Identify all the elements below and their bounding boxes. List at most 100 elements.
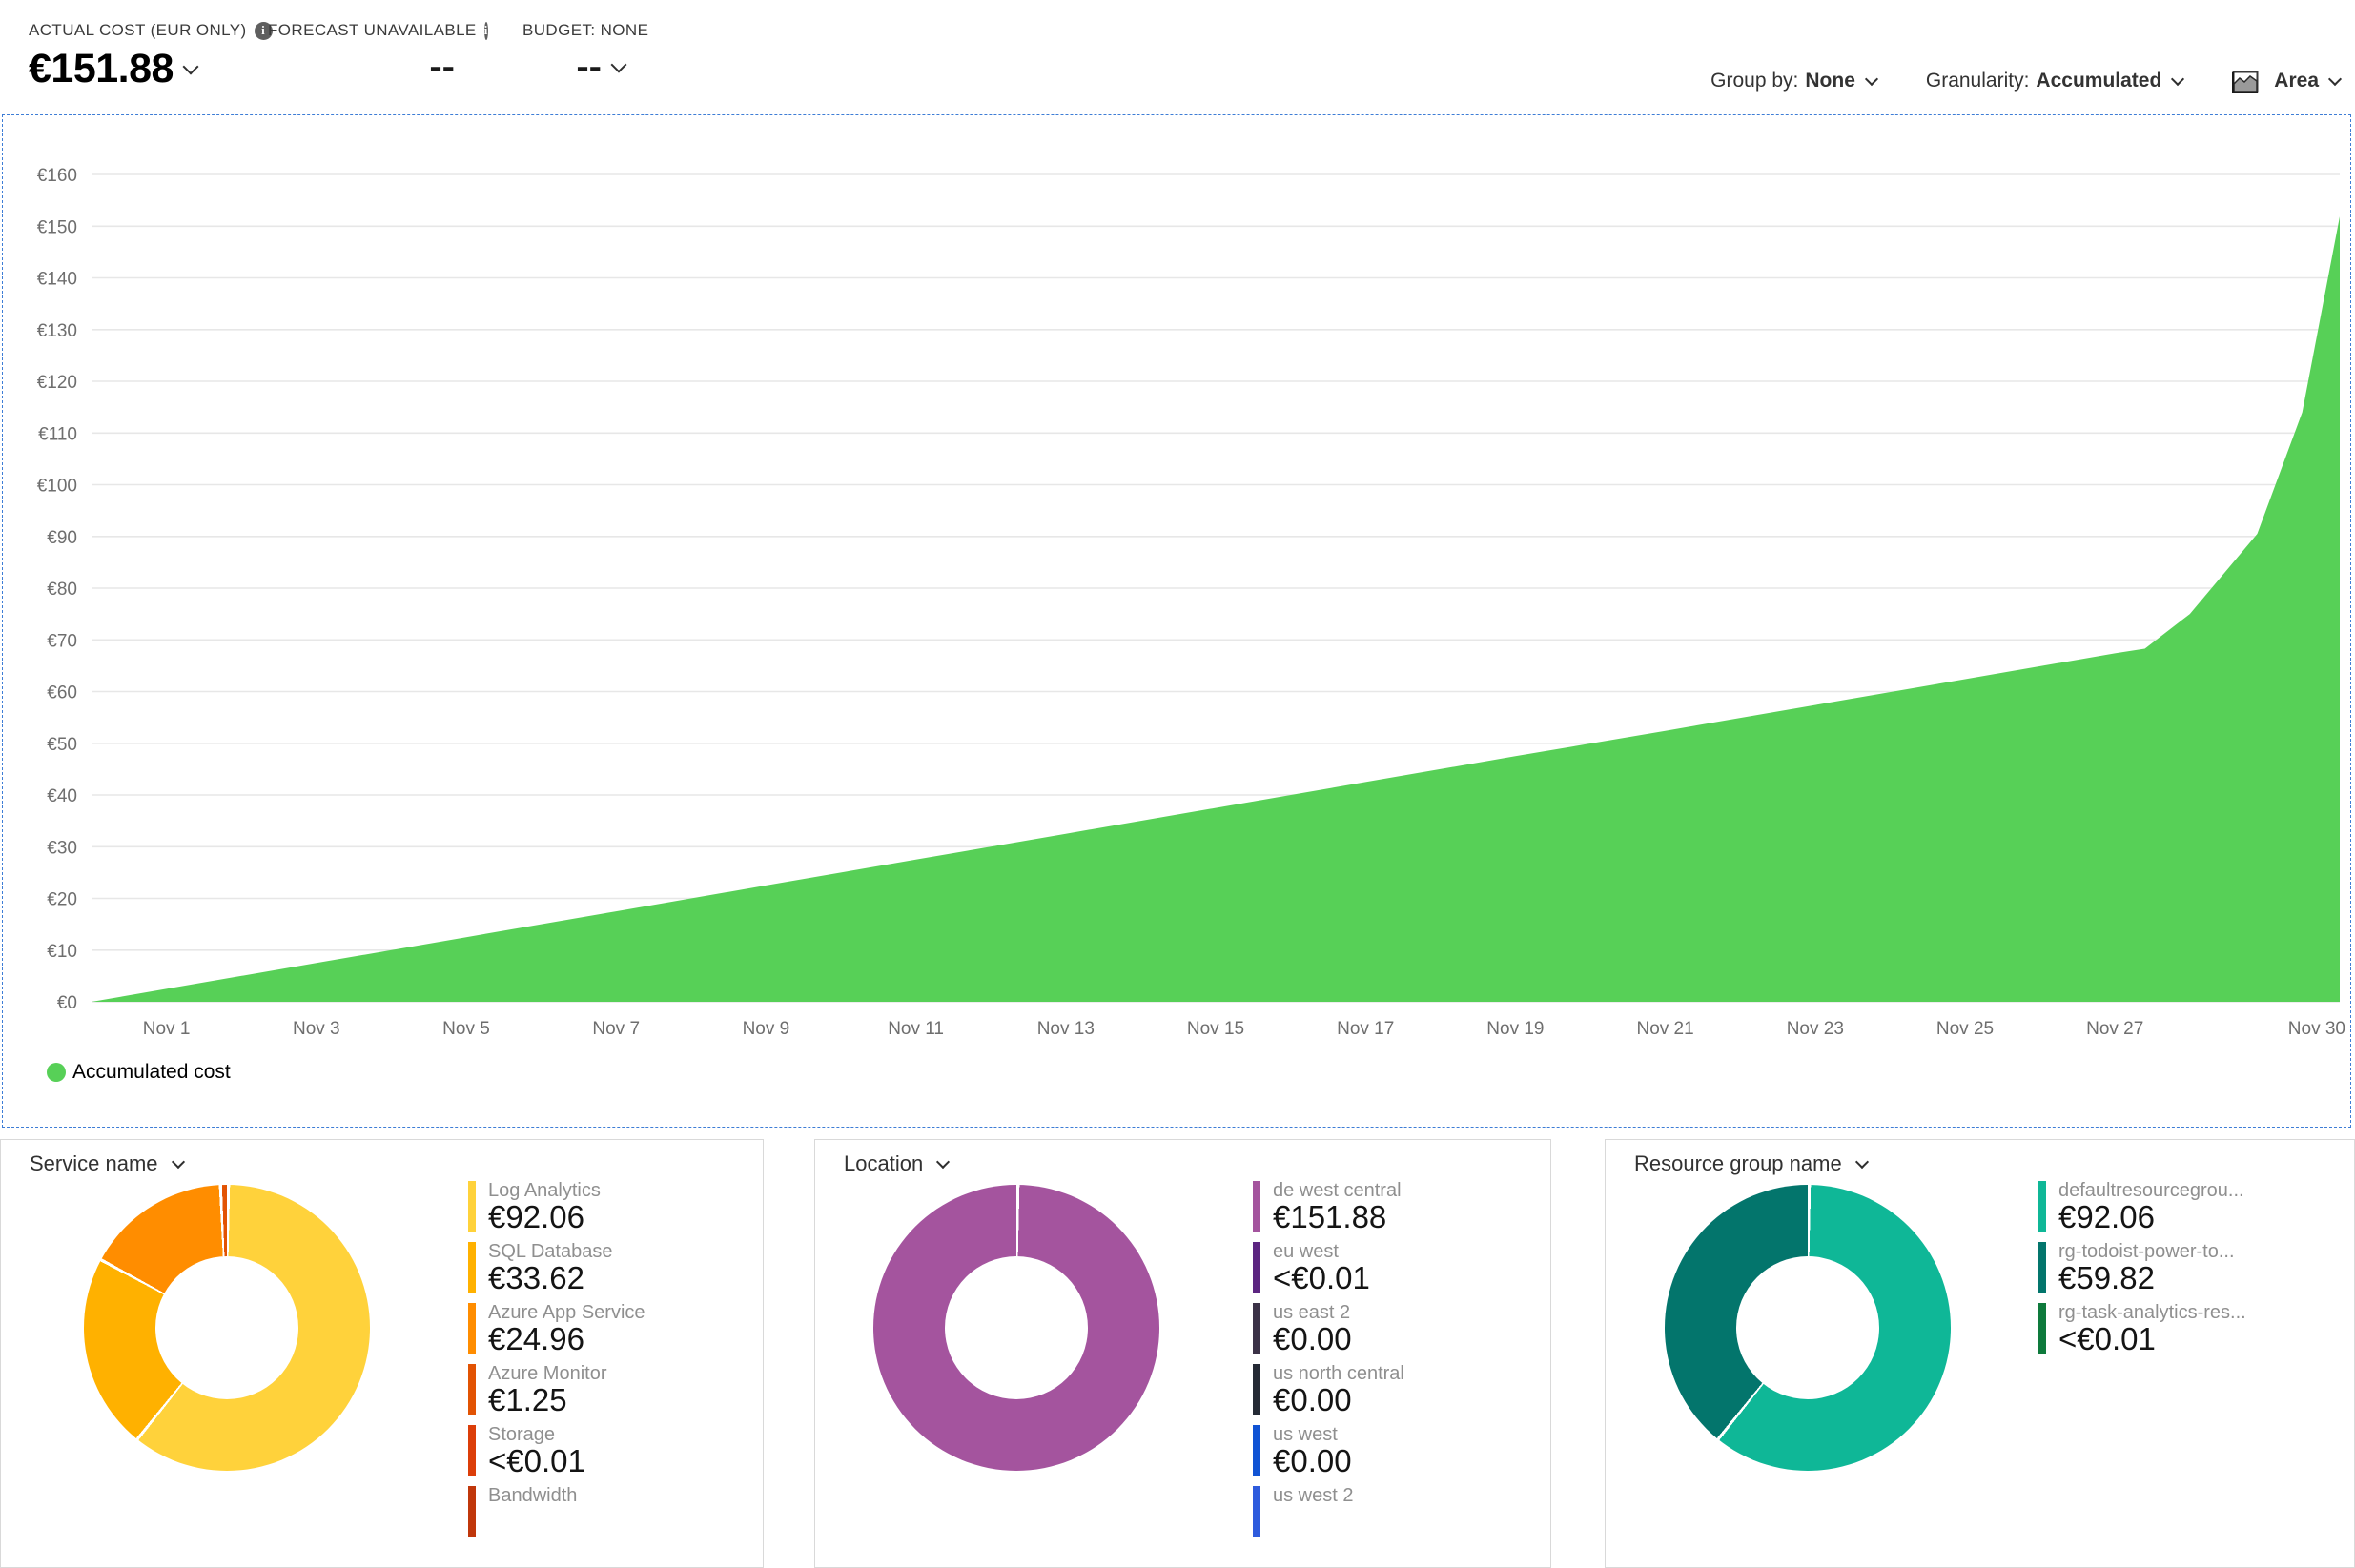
legend-item[interactable]: Bandwidth bbox=[468, 1486, 645, 1537]
legend-item[interactable]: us west €0.00 bbox=[1253, 1425, 1404, 1477]
info-icon[interactable]: i bbox=[254, 21, 273, 40]
chevron-down-icon[interactable] bbox=[610, 56, 627, 72]
legend-item-label: Log Analytics bbox=[488, 1180, 601, 1201]
legend-item[interactable]: us west 2 bbox=[1253, 1486, 1404, 1537]
legend-swatch bbox=[1253, 1181, 1260, 1232]
svg-text:€80: €80 bbox=[47, 580, 77, 600]
legend-item-value: €92.06 bbox=[488, 1199, 584, 1234]
legend-item[interactable]: Azure App Service €24.96 bbox=[468, 1303, 645, 1355]
donut-chart[interactable] bbox=[84, 1185, 370, 1471]
accumulated-cost-chart[interactable]: €0 €10 €20 €30 €40 €50 €60 €70 €80 €90 €100 €110 €12… bbox=[2, 114, 2351, 1128]
legend-item[interactable]: eu west <€0.01 bbox=[1253, 1242, 1404, 1294]
svg-text:€160: €160 bbox=[37, 166, 77, 186]
svg-text:Nov 23: Nov 23 bbox=[1787, 1019, 1844, 1039]
chevron-down-icon[interactable] bbox=[182, 58, 199, 74]
legend-item-value: €151.88 bbox=[1273, 1199, 1387, 1234]
donut-chart[interactable] bbox=[1665, 1185, 1951, 1471]
actual-cost-kpi[interactable]: ACTUAL COST (EUR ONLY) i €151.88 bbox=[29, 21, 273, 92]
legend-item[interactable]: Storage <€0.01 bbox=[468, 1425, 645, 1477]
svg-text:€120: €120 bbox=[37, 373, 77, 393]
breakdown-title: Location bbox=[844, 1151, 924, 1175]
group-by-dropdown[interactable]: Group by: None bbox=[1710, 70, 1878, 92]
legend-item[interactable]: us east 2 €0.00 bbox=[1253, 1303, 1404, 1355]
budget-kpi[interactable]: BUDGET: NONE -- bbox=[522, 21, 648, 89]
breakdown-dimension-dropdown[interactable]: Resource group name bbox=[1634, 1151, 1869, 1176]
donut-chart[interactable] bbox=[873, 1185, 1159, 1471]
forecast-label: FORECAST UNAVAILABLE i bbox=[268, 21, 488, 40]
svg-text:€140: €140 bbox=[37, 270, 77, 290]
actual-cost-value: €151.88 bbox=[29, 46, 174, 92]
area-chart-plot: €0 €10 €20 €30 €40 €50 €60 €70 €80 €90 €100 €110 €12… bbox=[37, 166, 2345, 1039]
svg-text:€30: €30 bbox=[47, 838, 77, 858]
breakdown-legend: Log Analytics €92.06 SQL Database €33.62 Azu… bbox=[468, 1181, 645, 1546]
legend-item-label: us west bbox=[1273, 1424, 1338, 1445]
chart-type-dropdown[interactable]: Area bbox=[2232, 69, 2343, 93]
legend-dot-icon bbox=[47, 1063, 66, 1082]
svg-text:€70: €70 bbox=[47, 631, 77, 651]
legend-item-label: us west 2 bbox=[1273, 1485, 1354, 1506]
budget-label-text: BUDGET: NONE bbox=[522, 21, 649, 39]
granularity-dropdown[interactable]: Granularity: Accumulated bbox=[1926, 70, 2185, 92]
legend-item-value: €92.06 bbox=[2058, 1199, 2155, 1234]
chevron-down-icon bbox=[2327, 71, 2343, 87]
legend-item-label: eu west bbox=[1273, 1241, 1339, 1262]
legend-item[interactable]: us north central €0.00 bbox=[1253, 1364, 1404, 1416]
legend-item-value: €1.25 bbox=[488, 1382, 567, 1417]
legend-swatch bbox=[2038, 1181, 2046, 1232]
actual-cost-label: ACTUAL COST (EUR ONLY) i bbox=[29, 21, 273, 40]
area-chart-icon bbox=[2232, 71, 2259, 93]
legend-swatch bbox=[1253, 1425, 1260, 1476]
forecast-label-text: FORECAST UNAVAILABLE bbox=[268, 21, 477, 39]
granularity-value: Accumulated bbox=[2036, 70, 2162, 92]
breakdown-dimension-dropdown[interactable]: Location bbox=[844, 1151, 951, 1176]
legend-swatch bbox=[1253, 1364, 1260, 1415]
group-by-label: Group by: bbox=[1710, 70, 1799, 92]
legend-item-label: rg-todoist-power-to... bbox=[2058, 1241, 2235, 1262]
legend-item-value: <€0.01 bbox=[1273, 1260, 1370, 1295]
legend-item[interactable]: defaultresourcegrou... €92.06 bbox=[2038, 1181, 2246, 1233]
legend-item[interactable]: SQL Database €33.62 bbox=[468, 1242, 645, 1294]
legend-item-label: us north central bbox=[1273, 1363, 1404, 1384]
svg-text:Nov 17: Nov 17 bbox=[1337, 1019, 1394, 1039]
legend-item-value: <€0.01 bbox=[2058, 1321, 2156, 1356]
svg-text:Nov 30: Nov 30 bbox=[2288, 1019, 2345, 1039]
chevron-down-icon bbox=[1854, 1154, 1869, 1170]
forecast-value: -- bbox=[429, 46, 455, 88]
svg-text:€150: €150 bbox=[37, 217, 77, 237]
svg-text:Nov 27: Nov 27 bbox=[2086, 1019, 2143, 1039]
legend-item-value: €0.00 bbox=[1273, 1321, 1352, 1356]
breakdown-dimension-dropdown[interactable]: Service name bbox=[30, 1151, 185, 1176]
legend-item-value: €0.00 bbox=[1273, 1382, 1352, 1417]
legend-item-label: Azure Monitor bbox=[488, 1363, 607, 1384]
breakdown-legend: de west central €151.88 eu west <€0.01 us ea… bbox=[1253, 1181, 1404, 1546]
svg-text:Nov 25: Nov 25 bbox=[1936, 1019, 1994, 1039]
legend-swatch bbox=[468, 1303, 476, 1354]
breakdown-card: Resource group name defaultresourcegrou.… bbox=[1605, 1139, 2355, 1568]
legend-swatch bbox=[468, 1181, 476, 1232]
svg-text:Nov 15: Nov 15 bbox=[1187, 1019, 1244, 1039]
info-icon[interactable]: i bbox=[483, 21, 488, 40]
legend-item[interactable]: Log Analytics €92.06 bbox=[468, 1181, 645, 1233]
svg-text:Nov 1: Nov 1 bbox=[143, 1019, 191, 1039]
legend-item-value: €59.82 bbox=[2058, 1260, 2155, 1295]
legend-item[interactable]: de west central €151.88 bbox=[1253, 1181, 1404, 1233]
legend-item-label: Storage bbox=[488, 1424, 556, 1445]
svg-text:Nov 13: Nov 13 bbox=[1037, 1019, 1095, 1039]
legend-item[interactable]: Azure Monitor €1.25 bbox=[468, 1364, 645, 1416]
svg-text:€50: €50 bbox=[47, 735, 77, 755]
donut-hole bbox=[1736, 1256, 1879, 1399]
legend-swatch bbox=[468, 1364, 476, 1415]
donut-hole bbox=[945, 1256, 1088, 1399]
chevron-down-icon bbox=[2171, 71, 2185, 87]
chart-legend-label: Accumulated cost bbox=[72, 1061, 231, 1083]
donut-hole bbox=[155, 1256, 298, 1399]
svg-text:€130: €130 bbox=[37, 321, 77, 341]
svg-text:€60: €60 bbox=[47, 683, 77, 703]
legend-item-value: €24.96 bbox=[488, 1321, 584, 1356]
legend-item-label: Bandwidth bbox=[488, 1485, 578, 1506]
breakdown-card: Location de west central €151.88 eu west <€… bbox=[814, 1139, 1551, 1568]
legend-item[interactable]: rg-todoist-power-to... €59.82 bbox=[2038, 1242, 2246, 1294]
breakdown-title: Service name bbox=[30, 1151, 158, 1175]
legend-item[interactable]: rg-task-analytics-res... <€0.01 bbox=[2038, 1303, 2246, 1355]
chevron-down-icon bbox=[171, 1154, 185, 1170]
